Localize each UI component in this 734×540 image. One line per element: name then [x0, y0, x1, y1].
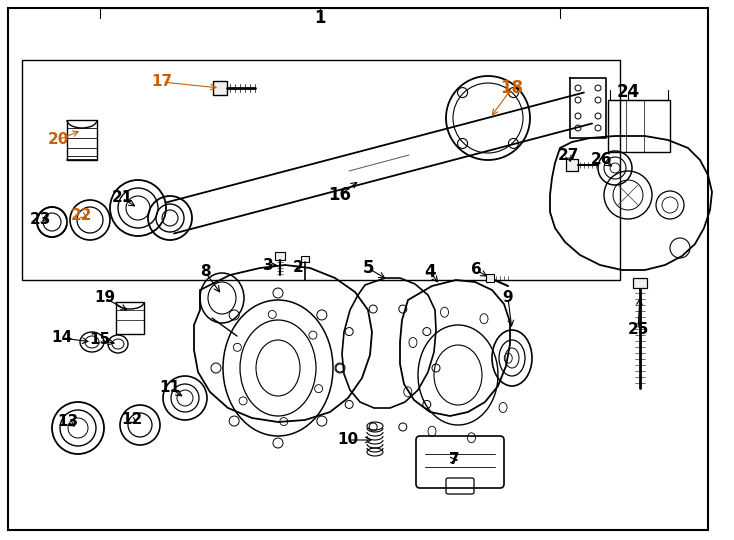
Text: 8: 8	[200, 265, 211, 280]
Bar	[213, 81, 227, 95]
Text: 12: 12	[121, 413, 142, 428]
Text: 27: 27	[557, 147, 578, 163]
Text: 20: 20	[47, 132, 69, 147]
Text: 4: 4	[424, 263, 436, 281]
Text: 25: 25	[628, 322, 649, 338]
Text: 11: 11	[159, 381, 181, 395]
Text: 10: 10	[338, 433, 359, 448]
Text: 2: 2	[293, 260, 303, 275]
Bar	[608, 100, 670, 152]
Text: 7: 7	[448, 453, 459, 468]
Text: 14: 14	[51, 330, 73, 346]
Bar	[116, 302, 144, 334]
Bar	[301, 256, 309, 262]
Text: 3: 3	[263, 258, 273, 273]
Bar	[486, 274, 494, 282]
Text: 9: 9	[503, 291, 513, 306]
Bar	[275, 252, 285, 260]
Text: 23: 23	[29, 213, 51, 227]
Text: 18: 18	[501, 79, 523, 97]
Text: 21: 21	[112, 191, 133, 206]
Bar	[22, 60, 620, 280]
Text: 15: 15	[90, 333, 111, 348]
Text: 13: 13	[57, 415, 79, 429]
Text: 1: 1	[314, 9, 326, 27]
Text: 6: 6	[470, 262, 482, 278]
Text: 22: 22	[71, 207, 92, 222]
Text: 5: 5	[363, 259, 374, 277]
Text: 24: 24	[617, 83, 639, 101]
Bar	[633, 278, 647, 288]
Text: 16: 16	[329, 186, 352, 204]
Text: 17: 17	[151, 75, 172, 90]
Bar	[67, 120, 97, 160]
Text: 26: 26	[592, 152, 613, 167]
Bar	[566, 159, 578, 171]
Text: 19: 19	[95, 291, 115, 306]
